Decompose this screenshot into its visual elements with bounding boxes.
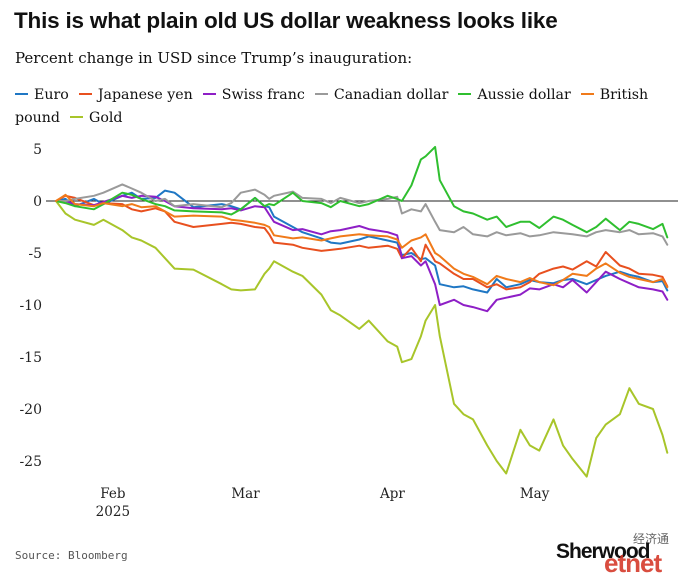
legend-label: Canadian dollar [333,87,449,103]
series-line-japanese-yen [55,194,669,291]
series-line-gold [55,200,669,478]
legend-label: Gold [88,110,123,126]
legend-swatch [15,93,28,95]
series-line-british-pound [55,193,669,289]
chart-legend: Euro Japanese yen Swiss franc Canadian doll… [15,84,687,130]
legend-label: Euro [34,87,69,103]
legend-label: Japanese yen [97,87,193,103]
brand-logo: Sherwood [556,540,651,563]
x-tick-label: Mar [231,486,260,502]
x-tick-sublabel: 2025 [96,504,130,520]
y-tick-label: 0 [33,194,42,210]
series-line-aussie-dollar [55,145,669,239]
legend-swatch [78,93,92,95]
legend-label: Swiss franc [221,87,305,103]
x-tick-label: Feb [100,486,125,502]
legend-item-canadian-dollar: Canadian dollar [314,87,449,103]
legend-item-euro: Euro [15,87,69,103]
legend-swatch [580,93,594,95]
y-tick-label: -25 [19,454,42,470]
legend-item-aussie-dollar: Aussie dollar [458,87,571,103]
legend-item-british-pound: British pound [15,87,648,126]
legend-item-gold: Gold [69,110,123,126]
watermark-logo: 经济通 [633,532,670,546]
legend-label: British pound [15,87,649,126]
watermark-logo-et: etnet [604,548,662,578]
legend-swatch [458,93,472,95]
chart-subtitle: Percent change in USD since Trump’s inau… [15,49,413,67]
y-tick-label: 5 [33,142,42,158]
source-note: Source: Bloomberg [15,549,128,562]
legend-item-swiss-franc: Swiss franc [202,87,305,103]
series-line-canadian-dollar [55,183,669,246]
legend-swatch [202,93,216,95]
x-tick-label: Apr [379,486,405,502]
legend-item-japanese-yen: Japanese yen [78,87,193,103]
series-line-swiss-franc [55,194,669,313]
y-tick-label: -5 [28,246,42,262]
legend-label: Aussie dollar [477,87,571,103]
legend-swatch [314,93,328,95]
y-tick-label: -15 [19,350,42,366]
y-tick-label: -20 [19,402,42,418]
y-tick-label: -10 [19,298,42,314]
x-tick-label: May [520,486,550,502]
chart-title: This is what plain old US dollar weaknes… [14,8,558,33]
legend-swatch [69,116,83,118]
